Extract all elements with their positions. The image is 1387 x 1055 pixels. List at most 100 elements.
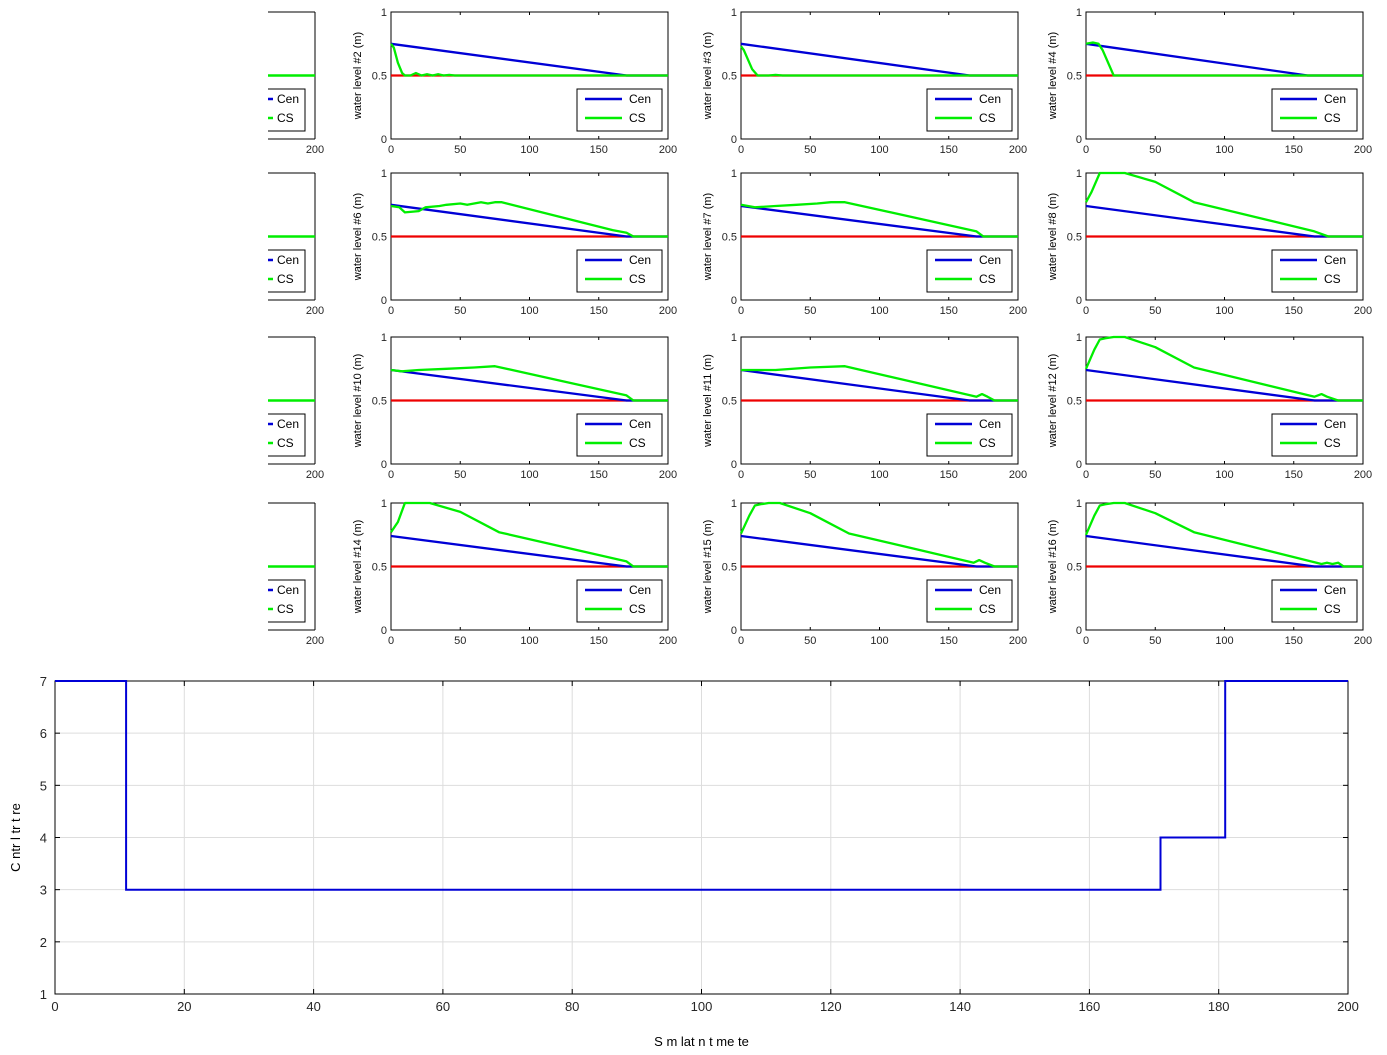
legend-label-cs: CS <box>277 111 294 125</box>
y-axis-label: water level #10 (m) <box>352 354 364 449</box>
x-tick-label: 50 <box>804 305 816 317</box>
y-tick-label: 1 <box>731 168 737 180</box>
y-axis-label: water level #3 (m) <box>702 32 714 120</box>
legend-label-cs: CS <box>979 272 996 286</box>
y-axis-label: water level #16 (m) <box>1047 520 1059 615</box>
subplot-3: 0 50 100 150 200 0 0.5 1 water level #4 (m) Cen CS <box>1047 7 1372 156</box>
y-tick-label: 6 <box>40 726 47 741</box>
y-axis-label: water level #14 (m) <box>352 520 364 615</box>
x-tick-label: 100 <box>1215 305 1233 317</box>
x-tick-label: 150 <box>590 305 608 317</box>
x-tick-label: 160 <box>1079 999 1101 1014</box>
legend-box <box>576 579 663 623</box>
y-tick-label: 0.5 <box>722 562 737 574</box>
y-tick-label: 1 <box>381 168 387 180</box>
y-axis-label: water level #11 (m) <box>702 354 714 448</box>
x-tick-label: 0 <box>388 635 394 647</box>
y-axis-label: water level #12 (m) <box>1047 354 1059 449</box>
y-axis-label: C ntr l tr t re <box>8 803 23 872</box>
y-tick-label: 0.5 <box>1067 396 1082 408</box>
x-tick-label: 200 <box>1009 305 1027 317</box>
subplot-6: 0 50 100 150 200 0 0.5 1 water level #8 (m) Cen CS <box>1047 168 1372 317</box>
legend-box <box>926 88 1013 132</box>
legend-box <box>926 413 1013 457</box>
y-tick-label: 0 <box>1076 295 1082 307</box>
x-tick-label: 50 <box>454 635 466 647</box>
x-tick-label: 100 <box>870 635 888 647</box>
legend-label-cs: CS <box>979 436 996 450</box>
series-line-cs <box>390 365 668 402</box>
x-tick-label: 100 <box>520 635 538 647</box>
x-tick-label: 100 <box>520 144 538 156</box>
x-tick-label: 100 <box>870 305 888 317</box>
x-tick-label: 140 <box>949 999 971 1014</box>
legend-box <box>926 579 1013 623</box>
x-tick-label: 50 <box>1149 469 1161 481</box>
x-tick-label: 100 <box>1215 469 1233 481</box>
x-tick-label: 200 <box>306 635 324 647</box>
legend-label-cs: CS <box>1324 436 1341 450</box>
x-tick-label: 0 <box>738 469 744 481</box>
y-tick-label: 0 <box>731 295 737 307</box>
x-tick-label: 150 <box>1285 469 1303 481</box>
x-tick-label: 0 <box>388 305 394 317</box>
y-tick-label: 0 <box>731 625 737 637</box>
subplot-8: 0 50 100 150 200 0 0.5 1 water level #11 (m) Cen C… <box>702 332 1027 481</box>
x-tick-label: 120 <box>820 999 842 1014</box>
y-tick-label: 1 <box>381 498 387 510</box>
x-tick-label: 200 <box>1009 144 1027 156</box>
y-tick-label: 0 <box>1076 459 1082 471</box>
y-tick-label: 0.5 <box>722 232 737 244</box>
clipped-subplot-1: 200 Cen CS <box>0 10 324 156</box>
x-tick-label: 100 <box>870 469 888 481</box>
y-tick-label: 1 <box>1076 7 1082 19</box>
y-tick-label: 1 <box>381 7 387 19</box>
clipped-left-column: 200 Cen CS 200 Cen CS 200 Cen CS 200 Cen CS <box>0 10 324 647</box>
x-tick-label: 50 <box>454 144 466 156</box>
x-tick-label: 200 <box>1354 469 1372 481</box>
x-tick-label: 200 <box>1009 635 1027 647</box>
legend-box <box>926 249 1013 293</box>
x-tick-label: 100 <box>1215 635 1233 647</box>
subplot-4: 0 50 100 150 200 0 0.5 1 water level #6 (m) Cen CS <box>352 168 677 317</box>
legend-label-cen: Cen <box>979 417 1001 431</box>
x-tick-label: 200 <box>1009 469 1027 481</box>
legend-label-cs: CS <box>629 272 646 286</box>
y-tick-label: 0.5 <box>1067 71 1082 83</box>
series-line-cs <box>740 45 1018 77</box>
legend-label-cen: Cen <box>277 583 299 597</box>
y-tick-label: 0.5 <box>372 562 387 574</box>
x-tick-label: 150 <box>590 635 608 647</box>
x-tick-label: 50 <box>1149 144 1161 156</box>
clipped-subplot-3: 200 Cen CS <box>0 335 324 481</box>
legend-label-cen: Cen <box>629 92 651 106</box>
y-tick-label: 1 <box>731 7 737 19</box>
legend-label-cs: CS <box>1324 602 1341 616</box>
y-tick-label: 1 <box>40 987 47 1002</box>
x-tick-label: 0 <box>388 144 394 156</box>
legend-label-cs: CS <box>1324 272 1341 286</box>
x-tick-label: 150 <box>590 144 608 156</box>
y-axis-label: water level #8 (m) <box>1047 193 1059 281</box>
x-tick-label: 200 <box>1354 305 1372 317</box>
x-tick-label: 100 <box>520 305 538 317</box>
x-tick-label: 200 <box>1354 635 1372 647</box>
x-tick-label: 0 <box>738 144 744 156</box>
y-tick-label: 1 <box>731 498 737 510</box>
x-tick-label: 60 <box>436 999 450 1014</box>
y-tick-label: 0.5 <box>372 396 387 408</box>
x-tick-label: 150 <box>1285 144 1303 156</box>
series-line-cs <box>390 43 668 77</box>
y-tick-label: 0.5 <box>1067 562 1082 574</box>
y-tick-label: 0 <box>381 625 387 637</box>
legend-label-cs: CS <box>979 111 996 125</box>
x-axis-label: S m lat n t me te <box>654 1034 749 1049</box>
legend-box <box>1271 88 1358 132</box>
x-tick-label: 200 <box>659 469 677 481</box>
subplot-2: 0 50 100 150 200 0 0.5 1 water level #3 (m) Cen CS <box>702 7 1027 156</box>
x-tick-label: 0 <box>1083 635 1089 647</box>
y-tick-label: 1 <box>1076 498 1082 510</box>
legend-label-cs: CS <box>629 111 646 125</box>
subplot-9: 0 50 100 150 200 0 0.5 1 water level #12 (m) Cen C… <box>1047 332 1372 481</box>
